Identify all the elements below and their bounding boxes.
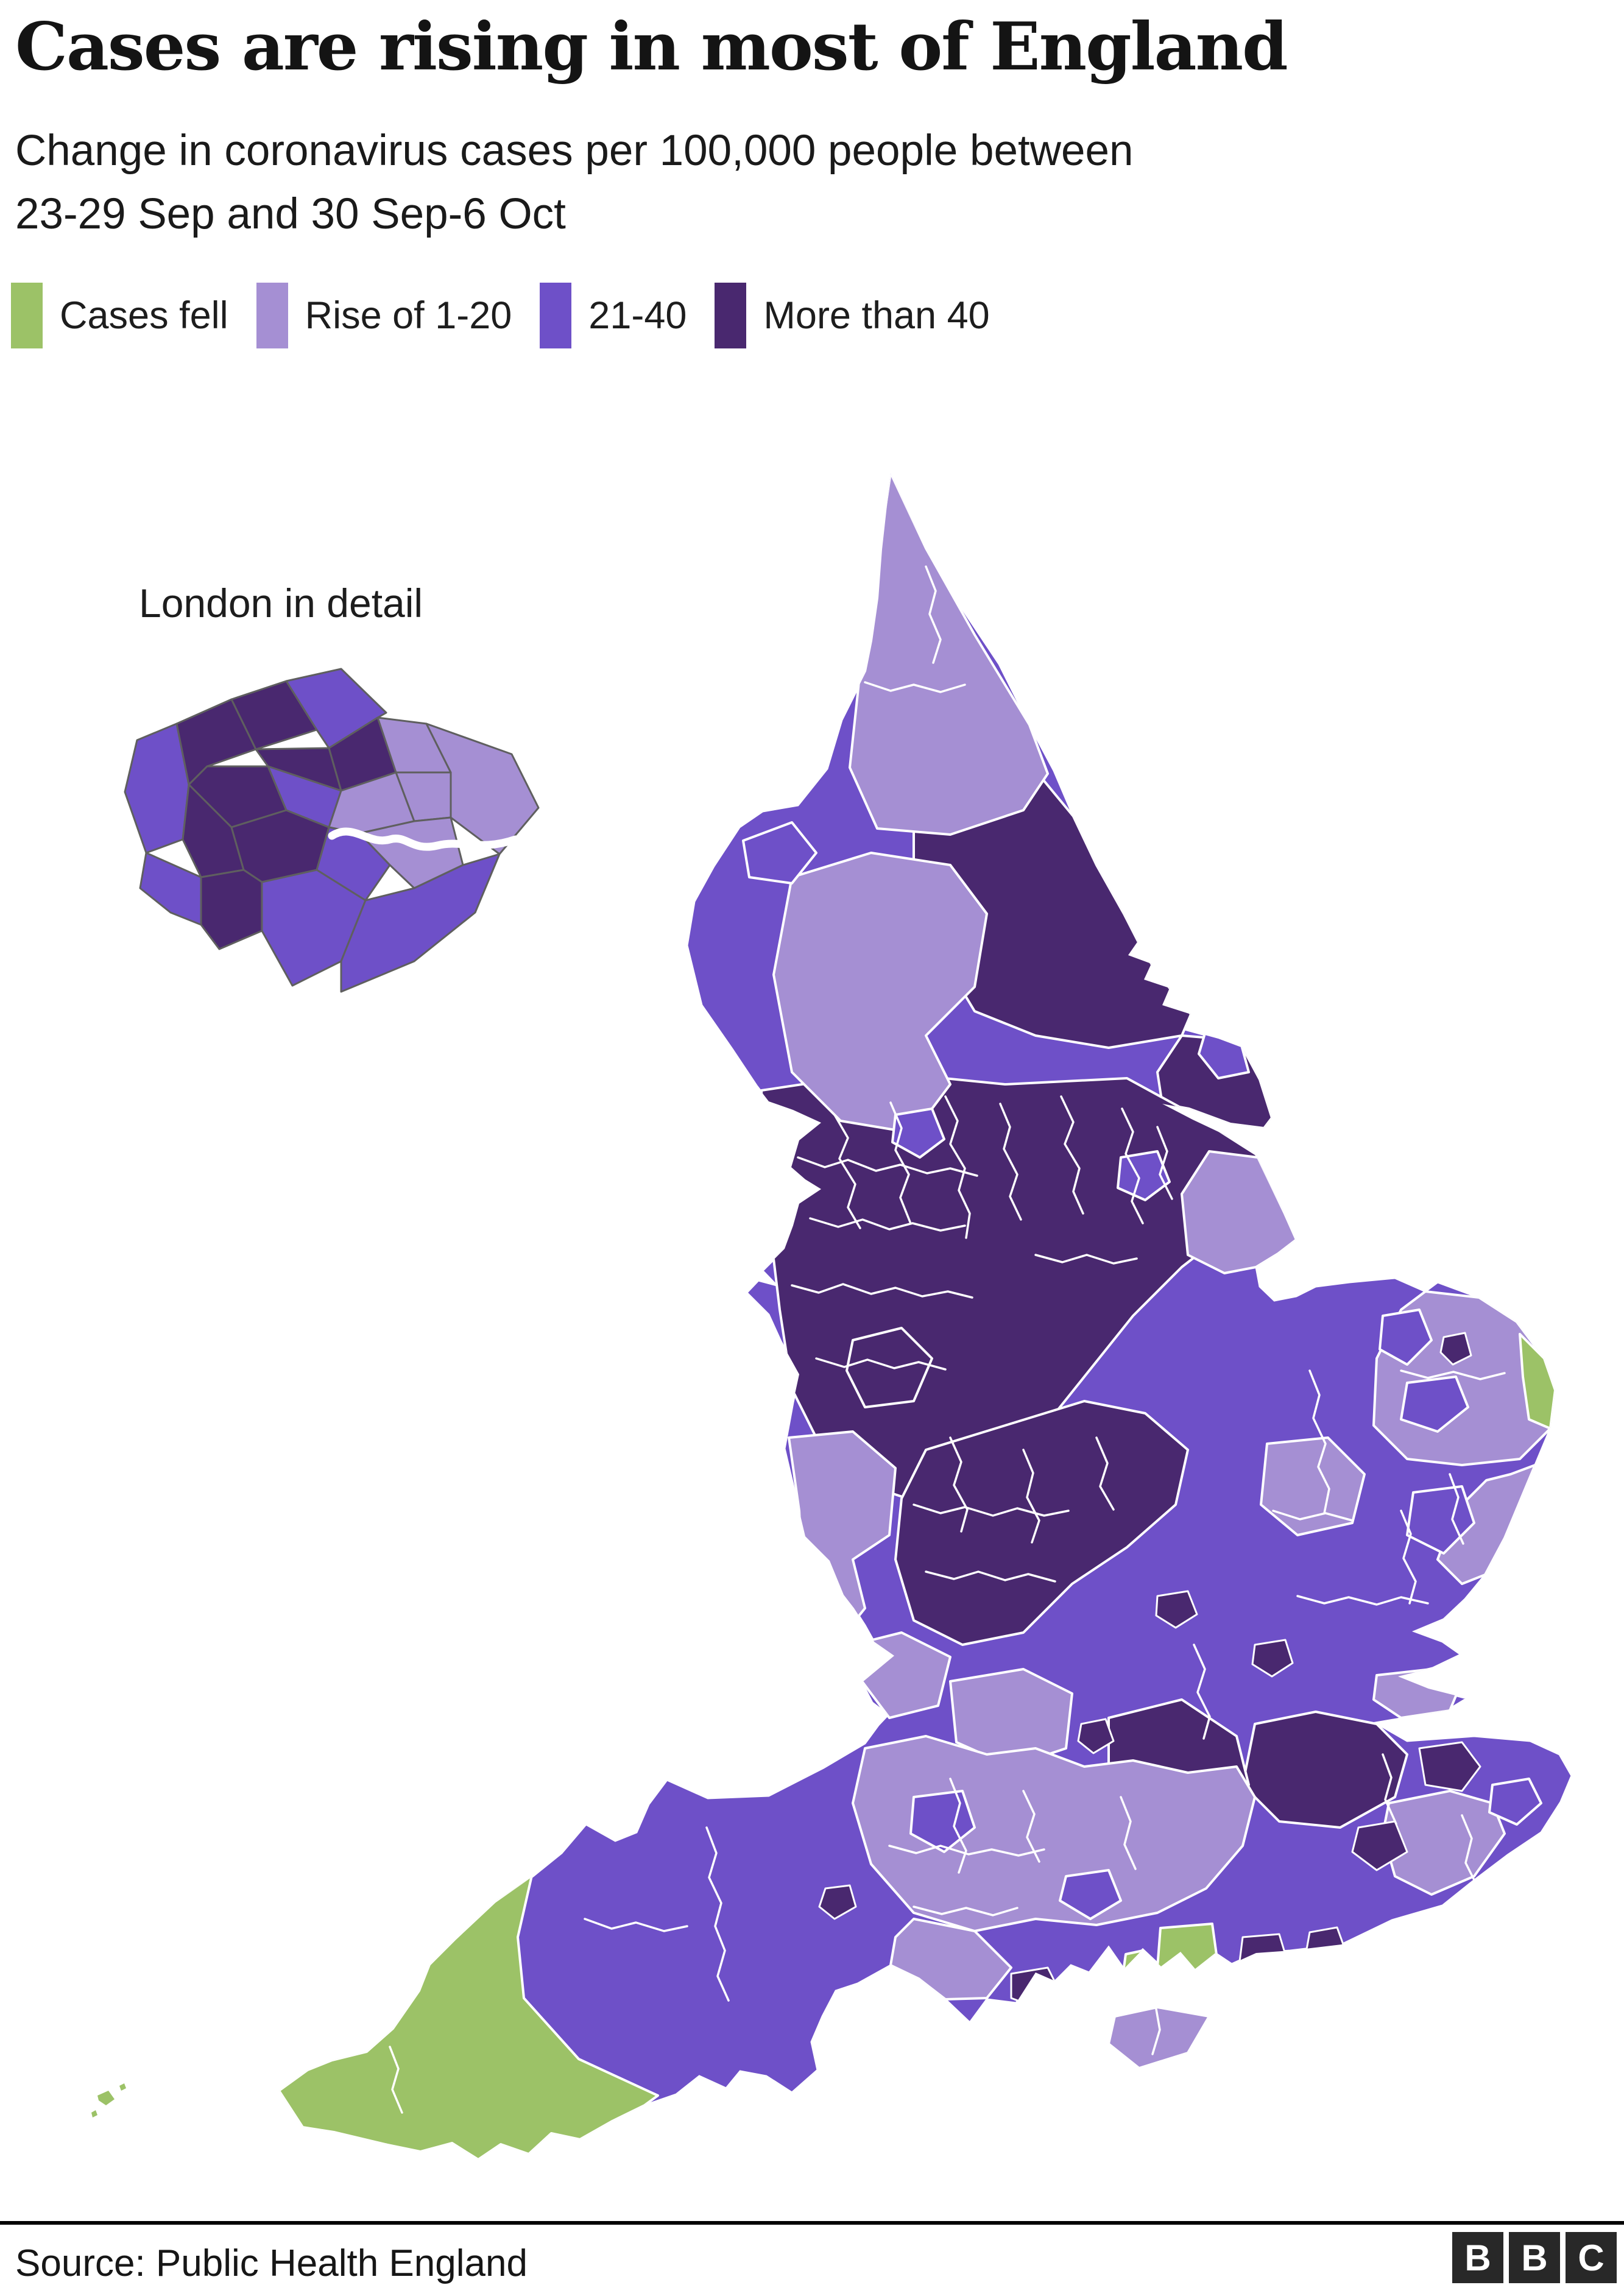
source-credit: Source: Public Health England	[15, 2242, 528, 2284]
legend-item-21-40: 21-40	[540, 283, 687, 348]
page-title: Cases are rising in most of England	[15, 9, 1288, 85]
bbc-logo-block: B	[1509, 2232, 1560, 2283]
legend: Cases fell Rise of 1-20 21-40 More than …	[11, 283, 1018, 348]
subtitle-line-2: 23-29 Sep and 30 Sep-6 Oct	[15, 190, 566, 238]
thames-river	[328, 827, 520, 851]
cornwall-region	[279, 1874, 659, 2160]
bbc-letter: B	[1521, 2237, 1548, 2278]
subtitle-line-1: Change in coronavirus cases per 100,000 …	[15, 127, 1134, 175]
main-england-map	[91, 469, 1573, 2161]
legend-swatch-dark-purple	[715, 283, 747, 348]
bbc-logo-block: C	[1566, 2232, 1617, 2283]
london-inset-map	[124, 668, 540, 993]
bbc-logo-block: B	[1452, 2232, 1503, 2283]
bbc-letter: C	[1578, 2237, 1605, 2278]
legend-item-more-than-40: More than 40	[715, 283, 990, 348]
legend-label: More than 40	[763, 294, 990, 337]
subtitle: Change in coronavirus cases per 100,000 …	[15, 119, 1133, 246]
london-borough	[340, 853, 501, 993]
legend-label: Rise of 1-20	[305, 294, 512, 337]
london-inset-label: London in detail	[139, 581, 423, 626]
legend-item-cases-fell: Cases fell	[11, 283, 228, 348]
bbc-logo: B B C	[1447, 2232, 1617, 2283]
legend-swatch-light-purple	[256, 283, 288, 348]
london-borough	[175, 698, 257, 786]
london-borough	[139, 852, 202, 926]
legend-item-rise-1-20: Rise of 1-20	[256, 283, 512, 348]
bbc-letter: B	[1464, 2237, 1491, 2278]
isle-of-wight	[1107, 2006, 1210, 2069]
boundary-lines	[389, 565, 1506, 2114]
legend-swatch-mid-purple	[540, 283, 572, 348]
isles-of-scilly	[91, 2083, 126, 2117]
legend-label: Cases fell	[60, 294, 228, 337]
legend-label: 21-40	[588, 294, 687, 337]
footer-divider	[0, 2221, 1624, 2225]
legend-swatch-green	[11, 283, 43, 348]
london-borough	[200, 869, 263, 950]
london-borough	[124, 722, 190, 854]
